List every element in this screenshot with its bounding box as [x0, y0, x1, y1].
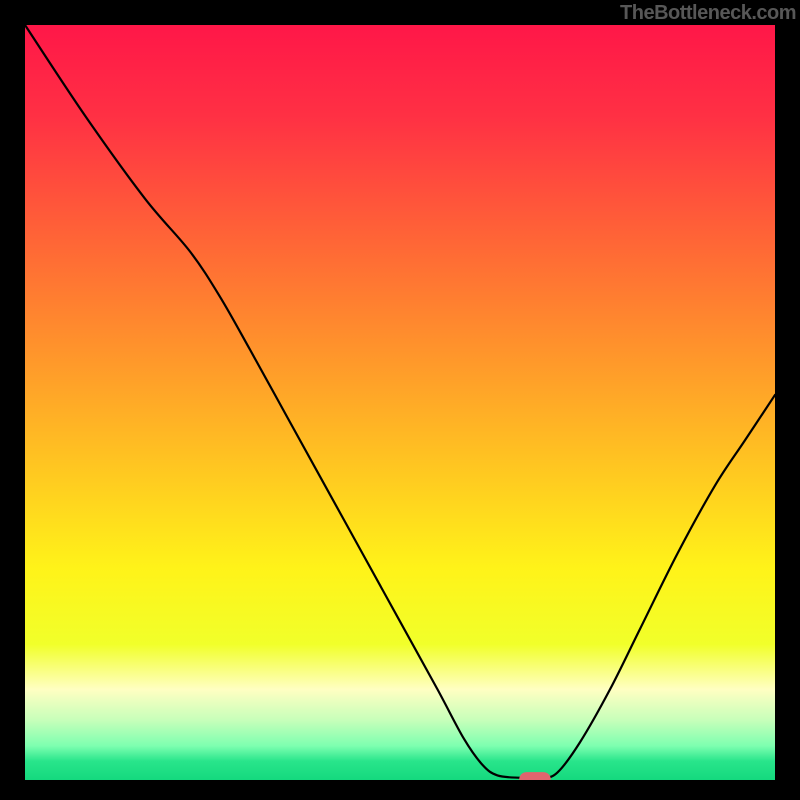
bottleneck-chart	[0, 0, 800, 800]
plot-background	[25, 25, 775, 780]
right-border	[775, 0, 800, 800]
watermark-text: TheBottleneck.com	[620, 2, 796, 25]
left-border	[0, 0, 25, 800]
bottom-border	[0, 780, 800, 800]
